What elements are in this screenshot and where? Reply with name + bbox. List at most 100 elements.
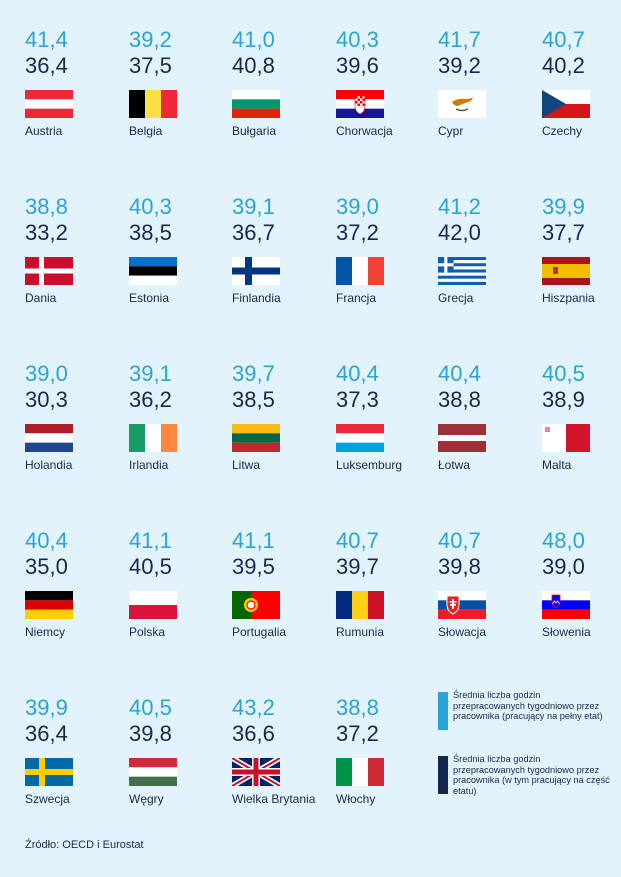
fulltime-hours-value: 39,1 bbox=[129, 361, 172, 386]
country-cell-estonia: 40,3 38,5 Estonia bbox=[129, 195, 229, 335]
all-workers-hours-value: 36,4 bbox=[25, 721, 68, 746]
country-cell-slovakia: 40,7 39,8 Słowacja bbox=[438, 529, 538, 669]
all-workers-hours-value: 37,7 bbox=[542, 220, 585, 245]
fulltime-hours-value: 39,7 bbox=[232, 361, 275, 386]
country-name: Portugalia bbox=[232, 625, 287, 639]
germany-flag-icon bbox=[25, 591, 73, 619]
fulltime-hours-value: 39,0 bbox=[25, 361, 68, 386]
greece-flag-icon bbox=[438, 257, 486, 285]
all-workers-hours-value: 36,6 bbox=[232, 721, 275, 746]
fulltime-hours-value: 40,7 bbox=[336, 528, 379, 553]
source-note: Źródło: OECD i Eurostat bbox=[25, 839, 144, 851]
country-name: Luksemburg bbox=[336, 458, 403, 472]
sweden-flag-icon bbox=[25, 758, 73, 786]
belgium-flag-icon bbox=[129, 90, 177, 118]
all-workers-hours-value: 40,2 bbox=[542, 53, 585, 78]
fulltime-hours-value: 40,5 bbox=[129, 695, 172, 720]
all-workers-hours-value: 35,0 bbox=[25, 554, 68, 579]
bulgaria-flag-icon bbox=[232, 90, 280, 118]
country-cell-luxembourg: 40,4 37,3 Luksemburg bbox=[336, 362, 436, 502]
legend-alltime-text: Średnia liczba godzin przepracowanych ty… bbox=[453, 754, 610, 796]
all-workers-hours-value: 38,9 bbox=[542, 387, 585, 412]
all-workers-hours-value: 39,2 bbox=[438, 53, 481, 78]
all-workers-hours-value: 39,8 bbox=[438, 554, 481, 579]
fulltime-hours-value: 41,0 bbox=[232, 27, 275, 52]
finland-flag-icon bbox=[232, 257, 280, 285]
all-workers-hours-value: 39,6 bbox=[336, 53, 379, 78]
country-cell-bulgaria: 41,0 40,8 Bułgaria bbox=[232, 28, 332, 168]
all-workers-hours-value: 40,8 bbox=[232, 53, 275, 78]
fulltime-hours-value: 41,4 bbox=[25, 27, 68, 52]
fulltime-hours-value: 40,5 bbox=[542, 361, 585, 386]
all-workers-hours-value: 38,8 bbox=[438, 387, 481, 412]
country-cell-uk: 43,2 36,6 Wielka Brytania bbox=[232, 696, 332, 836]
country-name: Belgia bbox=[129, 124, 163, 138]
country-name: Czechy bbox=[542, 124, 583, 138]
country-cell-france: 39,0 37,2 Francja bbox=[336, 195, 436, 335]
denmark-flag-icon bbox=[25, 257, 73, 285]
legend-fulltime-text: Średnia liczba godzin przepracowanych ty… bbox=[453, 690, 603, 721]
country-cell-spain: 39,9 37,7 Hiszpania bbox=[542, 195, 621, 335]
country-name: Niemcy bbox=[25, 625, 66, 639]
slovenia-flag-icon bbox=[542, 591, 590, 619]
country-name: Łotwa bbox=[438, 458, 471, 472]
fulltime-hours-value: 40,7 bbox=[438, 528, 481, 553]
all-workers-hours-value: 38,5 bbox=[232, 387, 275, 412]
fulltime-hours-value: 40,3 bbox=[336, 27, 379, 52]
all-workers-hours-value: 37,2 bbox=[336, 721, 379, 746]
country-name: Dania bbox=[25, 291, 57, 305]
country-name: Wielka Brytania bbox=[232, 792, 316, 806]
fulltime-hours-value: 41,2 bbox=[438, 194, 481, 219]
all-workers-hours-value: 33,2 bbox=[25, 220, 68, 245]
fulltime-hours-value: 40,7 bbox=[542, 27, 585, 52]
country-cell-netherlands: 39,0 30,3 Holandia bbox=[25, 362, 125, 502]
country-name: Litwa bbox=[232, 458, 261, 472]
ireland-flag-icon bbox=[129, 424, 177, 452]
cyprus-flag-icon bbox=[438, 90, 486, 118]
estonia-flag-icon bbox=[129, 257, 177, 285]
slovakia-flag-icon bbox=[438, 591, 486, 619]
country-cell-finland: 39,1 36,7 Finlandia bbox=[232, 195, 332, 335]
fulltime-hours-value: 40,4 bbox=[25, 528, 68, 553]
legend-fulltime-swatch bbox=[438, 692, 448, 730]
country-name: Rumunia bbox=[336, 625, 385, 639]
portugal-flag-icon bbox=[232, 591, 280, 619]
country-name: Bułgaria bbox=[232, 124, 277, 138]
fulltime-hours-value: 43,2 bbox=[232, 695, 275, 720]
austria-flag-icon bbox=[25, 90, 73, 118]
romania-flag-icon bbox=[336, 591, 384, 619]
fulltime-hours-value: 38,8 bbox=[336, 695, 379, 720]
all-workers-hours-value: 37,2 bbox=[336, 220, 379, 245]
country-name: Włochy bbox=[336, 792, 376, 806]
croatia-flag-icon bbox=[336, 90, 384, 118]
country-name: Cypr bbox=[438, 124, 464, 138]
country-grid: 41,4 36,4 Austria 39,2 37,5 Belgia 41,0 40,8 Buł… bbox=[25, 27, 621, 806]
all-workers-hours-value: 39,5 bbox=[232, 554, 275, 579]
uk-flag-icon bbox=[232, 758, 280, 786]
country-cell-romania: 40,7 39,7 Rumunia bbox=[336, 529, 436, 669]
all-workers-hours-value: 36,7 bbox=[232, 220, 275, 245]
country-cell-belgium: 39,2 37,5 Belgia bbox=[129, 28, 229, 168]
legend-alltime-swatch bbox=[438, 756, 448, 794]
netherlands-flag-icon bbox=[25, 424, 73, 452]
country-cell-germany: 40,4 35,0 Niemcy bbox=[25, 529, 125, 669]
all-workers-hours-value: 36,4 bbox=[25, 53, 68, 78]
country-cell-sweden: 39,9 36,4 Szwecja bbox=[25, 696, 125, 836]
hungary-flag-icon bbox=[129, 758, 177, 786]
country-cell-italy: 38,8 37,2 Włochy bbox=[336, 696, 436, 836]
all-workers-hours-value: 36,2 bbox=[129, 387, 172, 412]
fulltime-hours-value: 41,7 bbox=[438, 27, 481, 52]
country-name: Słowacja bbox=[438, 625, 487, 639]
country-name: Grecja bbox=[438, 291, 474, 305]
country-name: Holandia bbox=[25, 458, 73, 472]
fulltime-hours-value: 41,1 bbox=[232, 528, 275, 553]
country-name: Austria bbox=[25, 124, 63, 138]
fulltime-hours-value: 48,0 bbox=[542, 528, 585, 553]
fulltime-hours-value: 40,4 bbox=[336, 361, 379, 386]
all-workers-hours-value: 42,0 bbox=[438, 220, 481, 245]
country-name: Słowenia bbox=[542, 625, 591, 639]
country-name: Węgry bbox=[129, 792, 164, 806]
country-cell-lithuania: 39,7 38,5 Litwa bbox=[232, 362, 332, 502]
fulltime-hours-value: 40,4 bbox=[438, 361, 481, 386]
country-cell-austria: 41,4 36,4 Austria bbox=[25, 28, 125, 168]
